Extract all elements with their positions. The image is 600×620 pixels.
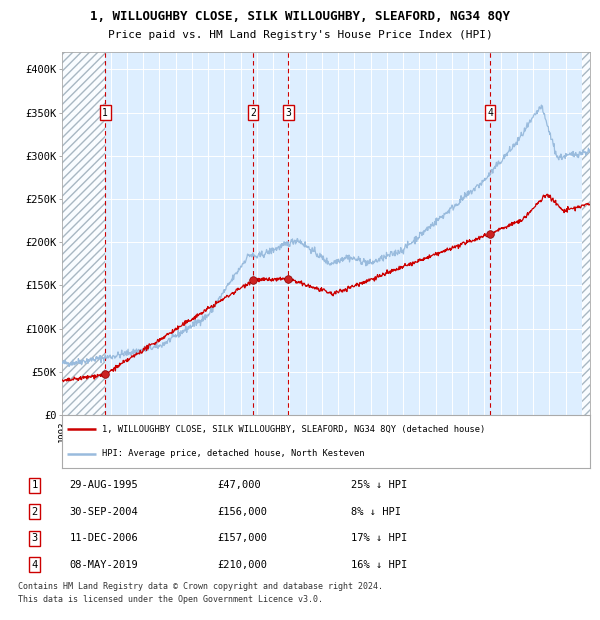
Text: HPI: Average price, detached house, North Kesteven: HPI: Average price, detached house, Nort… [101,449,364,458]
Text: 17% ↓ HPI: 17% ↓ HPI [350,533,407,543]
Text: £156,000: £156,000 [217,507,267,516]
Text: 1, WILLOUGHBY CLOSE, SILK WILLOUGHBY, SLEAFORD, NG34 8QY (detached house): 1, WILLOUGHBY CLOSE, SILK WILLOUGHBY, SL… [101,425,485,434]
Text: 16% ↓ HPI: 16% ↓ HPI [350,560,407,570]
Text: 4: 4 [487,107,493,118]
Text: 4: 4 [31,560,38,570]
Text: 25% ↓ HPI: 25% ↓ HPI [350,480,407,490]
Bar [62,52,105,415]
Text: £157,000: £157,000 [217,533,267,543]
Text: 08-MAY-2019: 08-MAY-2019 [70,560,138,570]
Text: Price paid vs. HM Land Registry's House Price Index (HPI): Price paid vs. HM Land Registry's House … [107,30,493,40]
Text: 3: 3 [31,533,38,543]
Bar [582,52,590,415]
Text: 11-DEC-2006: 11-DEC-2006 [70,533,138,543]
Text: 30-SEP-2004: 30-SEP-2004 [70,507,138,516]
Text: £47,000: £47,000 [217,480,261,490]
Text: This data is licensed under the Open Government Licence v3.0.: This data is licensed under the Open Gov… [18,595,323,604]
Text: £210,000: £210,000 [217,560,267,570]
Text: 8% ↓ HPI: 8% ↓ HPI [350,507,401,516]
Text: 2: 2 [250,107,256,118]
Text: 1, WILLOUGHBY CLOSE, SILK WILLOUGHBY, SLEAFORD, NG34 8QY: 1, WILLOUGHBY CLOSE, SILK WILLOUGHBY, SL… [90,10,510,23]
Text: Contains HM Land Registry data © Crown copyright and database right 2024.: Contains HM Land Registry data © Crown c… [18,582,383,591]
Text: 29-AUG-1995: 29-AUG-1995 [70,480,138,490]
Text: 1: 1 [102,107,108,118]
Text: 2: 2 [31,507,38,516]
Text: 1: 1 [31,480,38,490]
Text: 3: 3 [286,107,292,118]
